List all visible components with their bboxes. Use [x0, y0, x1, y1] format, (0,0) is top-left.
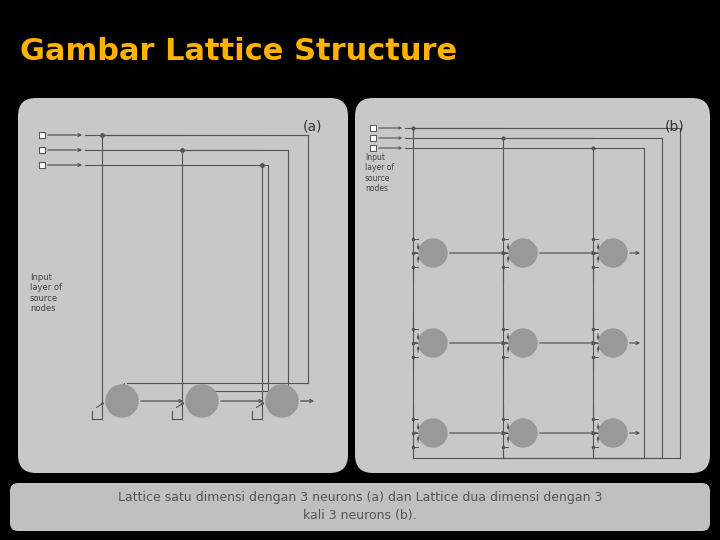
- Circle shape: [599, 419, 627, 447]
- Circle shape: [419, 239, 447, 267]
- Text: Input
layer of
source
nodes: Input layer of source nodes: [30, 273, 62, 313]
- Circle shape: [106, 385, 138, 417]
- Text: (b): (b): [665, 119, 685, 133]
- Circle shape: [186, 385, 218, 417]
- Circle shape: [599, 239, 627, 267]
- Circle shape: [419, 419, 447, 447]
- Circle shape: [509, 419, 537, 447]
- FancyBboxPatch shape: [10, 483, 710, 531]
- Text: Input
layer of
source
nodes: Input layer of source nodes: [365, 153, 394, 193]
- Text: Gambar Lattice Structure: Gambar Lattice Structure: [20, 37, 457, 66]
- Circle shape: [599, 329, 627, 357]
- Circle shape: [509, 239, 537, 267]
- Text: (a): (a): [303, 119, 323, 133]
- Circle shape: [266, 385, 298, 417]
- Circle shape: [419, 329, 447, 357]
- Text: Lattice satu dimensi dengan 3 neurons (a) dan Lattice dua dimensi dengan 3
kali : Lattice satu dimensi dengan 3 neurons (a…: [118, 491, 602, 523]
- FancyBboxPatch shape: [18, 98, 348, 473]
- Circle shape: [509, 329, 537, 357]
- FancyBboxPatch shape: [355, 98, 710, 473]
